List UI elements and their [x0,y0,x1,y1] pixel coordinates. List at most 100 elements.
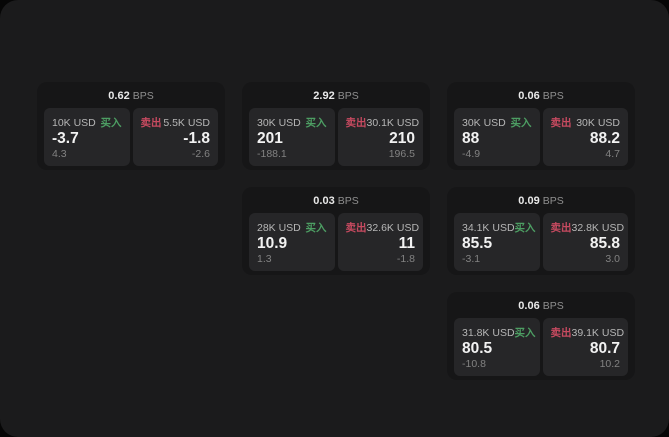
quote-card: 0.09 BPS 34.1K USD 买入 85.5 -3.1 卖出 [447,187,635,275]
buy-side-label: 买入 [305,117,327,129]
buy-tile-header: 30K USD 买入 [257,115,327,130]
sell-side-label: 卖出 [345,117,367,129]
sell-delta: -2.6 [191,148,210,160]
bps-unit-label: BPS [542,195,564,207]
bps-value: 0.06 [518,90,540,102]
tile-row: 30K USD 买入 201 -188.1 卖出 30.1K USD 210 1… [249,108,423,166]
quote-card: 0.62 BPS 10K USD 买入 -3.7 4.3 卖出 [37,82,225,170]
sell-tile-header: 卖出 39.1K USD [550,325,625,340]
sell-price: -1.8 [183,130,210,147]
buy-side-label: 买入 [514,327,536,339]
card-header: 0.03 BPS [249,191,423,210]
buy-tile[interactable]: 10K USD 买入 -3.7 4.3 [44,108,130,166]
buy-side-label: 买入 [514,222,536,234]
buy-tile[interactable]: 34.1K USD 买入 85.5 -3.1 [454,213,540,271]
sell-amount: 32.6K USD [366,222,420,234]
buy-price: 201 [257,130,283,147]
sell-amount: 5.5K USD [163,117,210,129]
quote-card-grid: 0.62 BPS 10K USD 买入 -3.7 4.3 卖出 [37,82,635,380]
sell-delta: 4.7 [605,148,620,160]
sell-tile-header: 卖出 32.8K USD [550,220,625,235]
sell-price: 88.2 [589,130,620,147]
buy-amount: 30K USD [257,117,301,129]
buy-delta: -3.1 [462,253,481,265]
buy-tile[interactable]: 31.8K USD 买入 80.5 -10.8 [454,318,540,376]
buy-price: 85.5 [462,235,493,252]
tile-row: 31.8K USD 买入 80.5 -10.8 卖出 39.1K USD 80.… [454,318,628,376]
bps-unit-label: BPS [132,90,154,102]
tile-row: 28K USD 买入 10.9 1.3 卖出 32.6K USD 11 -1.8 [249,213,423,271]
bps-unit-label: BPS [542,90,564,102]
card-header: 0.06 BPS [454,296,628,315]
buy-side-label: 买入 [305,222,327,234]
sell-side-label: 卖出 [550,327,572,339]
buy-price: 10.9 [257,235,288,252]
sell-amount: 30.1K USD [366,117,420,129]
bps-unit-label: BPS [337,195,359,207]
quote-card: 0.06 BPS 31.8K USD 买入 80.5 -10.8 卖出 [447,292,635,380]
buy-delta: -10.8 [462,358,486,370]
sell-amount: 39.1K USD [571,327,625,339]
buy-amount: 31.8K USD [462,327,515,339]
buy-tile-header: 31.8K USD 买入 [462,325,536,340]
buy-price: -3.7 [52,130,79,147]
buy-delta: -4.9 [462,148,481,160]
bps-unit-label: BPS [542,300,564,312]
sell-amount: 32.8K USD [571,222,625,234]
sell-tile-header: 卖出 32.6K USD [345,220,420,235]
buy-side-label: 买入 [100,117,122,129]
buy-tile[interactable]: 28K USD 买入 10.9 1.3 [249,213,335,271]
sell-tile[interactable]: 卖出 32.8K USD 85.8 3.0 [542,213,628,271]
sell-tile-header: 卖出 30K USD [551,115,621,130]
buy-tile-header: 10K USD 买入 [52,115,122,130]
tile-row: 34.1K USD 买入 85.5 -3.1 卖出 32.8K USD 85.8… [454,213,628,271]
card-header: 0.62 BPS [44,86,218,105]
tile-row: 10K USD 买入 -3.7 4.3 卖出 5.5K USD -1.8 -2.… [44,108,218,166]
sell-side-label: 卖出 [550,222,572,234]
sell-side-label: 卖出 [345,222,367,234]
sell-tile[interactable]: 卖出 32.6K USD 11 -1.8 [337,213,423,271]
card-header: 0.06 BPS [454,86,628,105]
buy-tile[interactable]: 30K USD 买入 201 -188.1 [249,108,335,166]
sell-delta: 10.2 [599,358,620,370]
bps-value: 0.06 [518,300,540,312]
buy-amount: 10K USD [52,117,96,129]
buy-side-label: 买入 [510,117,532,129]
buy-tile-header: 30K USD 买入 [462,115,532,130]
bps-unit-label: BPS [337,90,359,102]
tile-row: 30K USD 买入 88 -4.9 卖出 30K USD 88.2 4.7 [454,108,628,166]
bps-value: 0.62 [108,90,130,102]
card-header: 0.09 BPS [454,191,628,210]
buy-amount: 28K USD [257,222,301,234]
buy-delta: 4.3 [52,148,67,160]
sell-price: 85.8 [589,235,620,252]
buy-price: 88 [462,130,480,147]
sell-tile[interactable]: 卖出 39.1K USD 80.7 10.2 [542,318,628,376]
sell-tile[interactable]: 卖出 30.1K USD 210 196.5 [337,108,423,166]
sell-price: 80.7 [589,340,620,357]
sell-side-label: 卖出 [140,117,162,129]
quote-card: 2.92 BPS 30K USD 买入 201 -188.1 卖出 [242,82,430,170]
sell-tile-header: 卖出 5.5K USD [141,115,211,130]
bps-value: 0.03 [313,195,335,207]
sell-tile[interactable]: 卖出 5.5K USD -1.8 -2.6 [132,108,218,166]
sell-amount: 30K USD [576,117,620,129]
sell-side-label: 卖出 [550,117,572,129]
buy-tile[interactable]: 30K USD 买入 88 -4.9 [454,108,540,166]
sell-delta: 196.5 [388,148,415,160]
sell-delta: 3.0 [605,253,620,265]
buy-delta: 1.3 [257,253,272,265]
sell-price: 210 [389,130,415,147]
buy-amount: 34.1K USD [462,222,515,234]
sell-tile[interactable]: 卖出 30K USD 88.2 4.7 [542,108,628,166]
sell-tile-header: 卖出 30.1K USD [345,115,420,130]
buy-delta: -188.1 [257,148,287,160]
sell-delta: -1.8 [396,253,415,265]
quote-card: 0.06 BPS 30K USD 买入 88 -4.9 卖出 [447,82,635,170]
card-header: 2.92 BPS [249,86,423,105]
buy-tile-header: 28K USD 买入 [257,220,327,235]
bps-value: 2.92 [313,90,335,102]
buy-price: 80.5 [462,340,493,357]
